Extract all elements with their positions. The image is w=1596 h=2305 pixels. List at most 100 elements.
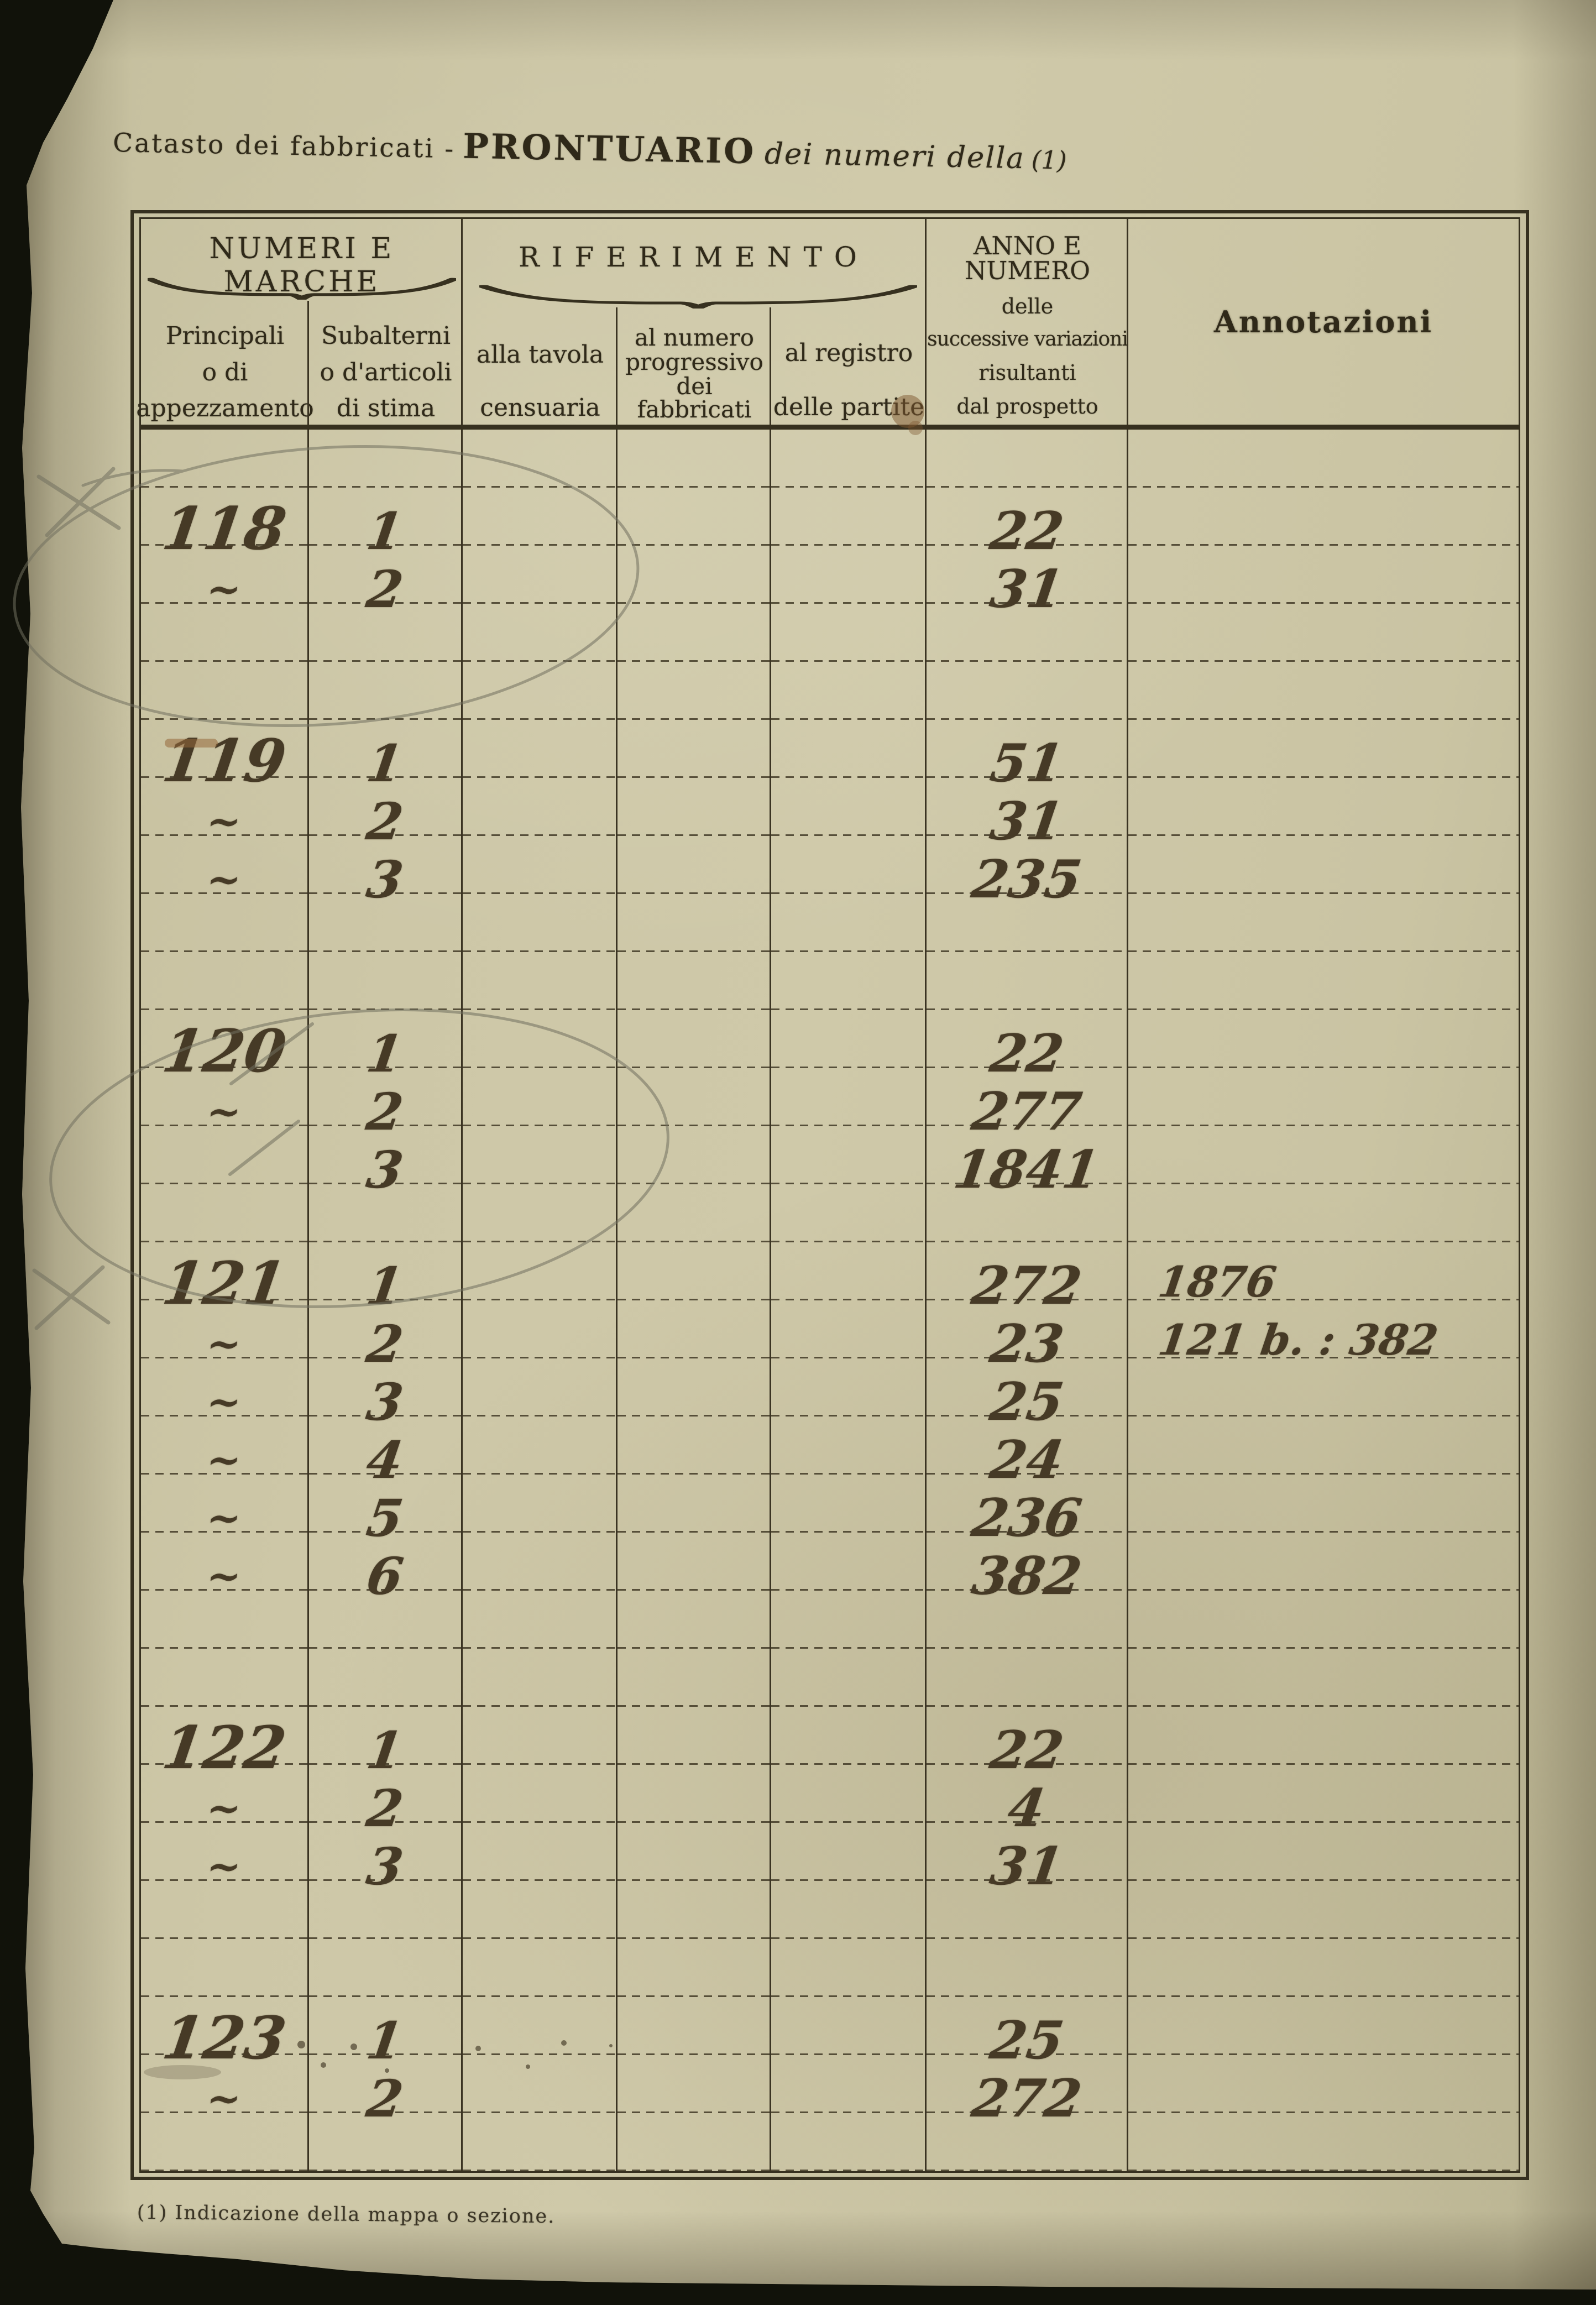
cell-registro [771,1707,927,1765]
cell-anno [927,2113,1128,2171]
cell-principale: 118 [141,488,309,563]
cell-numero [618,1997,771,2055]
handwritten-entry: 6 [363,1546,407,1607]
cell-numero [618,604,771,662]
column-divider [461,219,463,425]
cell-tavola [463,1126,618,1184]
cell-anno: 51 [927,720,1128,794]
handwritten-entry: 1 [363,2011,407,2071]
cell-anno: 22 [927,1010,1128,1084]
table-row: 119 1 51 [141,720,1519,795]
column-divider [616,307,618,425]
cell-tavola [463,430,618,488]
cell-registro [771,1533,927,1591]
cell-annotazione [1128,1417,1519,1475]
ditto-mark: ~ [203,1378,245,1426]
cell-registro [771,836,927,894]
table-row [141,1881,1519,1939]
cell-annotazione [1128,2055,1519,2113]
anno-header-line: delle [1001,294,1054,318]
cell-anno: 22 [927,1707,1128,1781]
cell-numero [618,778,771,836]
table-row [141,1649,1519,1707]
subheader-line: Subalterni [321,322,451,350]
cell-principale: ~ [141,1533,309,1600]
cell-numero [618,488,771,546]
table-header: NUMERI E MARCHE RIFERIMENTO Principali o… [136,219,1519,430]
cell-tavola [463,488,618,546]
cell-annotazione [1128,720,1519,778]
handwritten-entry: 1 [363,734,407,794]
cell-numero [618,1649,771,1707]
cell-tavola [463,1591,618,1649]
cell-registro [771,1881,927,1939]
subheader-line: dei fabbricati [637,373,752,423]
ditto-mark: ~ [203,1494,245,1542]
cell-numero [618,1300,771,1358]
cell-tavola [463,546,618,604]
handwritten-entry: 31 [986,1836,1068,1897]
cell-anno: 31 [927,546,1128,620]
cell-subalterno: 4 [309,1417,463,1490]
cell-subalterno [309,662,463,720]
handwritten-entry: 2 [363,1779,407,1839]
handwritten-entry: 272 [968,1255,1085,1316]
header-riferimento: RIFERIMENTO [519,241,869,273]
cell-anno [927,1184,1128,1242]
column-divider [1127,219,1128,425]
cell-annotazione [1128,1358,1519,1417]
cell-registro [771,488,927,546]
cell-numero [618,1417,771,1475]
handwritten-entry: 25 [986,2010,1068,2071]
cell-anno [927,604,1128,662]
handwritten-entry: 1 [363,1024,407,1084]
cell-annotazione [1128,1533,1519,1591]
cell-registro [771,1068,927,1126]
cell-registro [771,1242,927,1300]
cell-anno: 23 [927,1300,1128,1374]
subheader-line: di stima [336,394,436,422]
handwritten-entry: 121 [158,1248,291,1318]
cell-annotazione [1128,2113,1519,2171]
cell-annotazione [1128,1939,1519,1997]
cell-anno [927,1939,1128,1997]
cell-subalterno [309,2113,463,2171]
cell-anno: 25 [927,1997,1128,2071]
cell-tavola [463,1765,618,1823]
cell-annotazione [1128,836,1519,894]
title-prefix: Catasto dei fabbricati - [112,127,456,165]
cell-anno [927,430,1128,488]
anno-header-line: dal prospetto [956,394,1098,419]
handwritten-entry: 51 [986,733,1068,794]
handwritten-entry: 22 [986,500,1068,562]
table-row: ~6 382 [141,1533,1519,1607]
table-row: ~2 31 [141,778,1519,852]
cell-numero [618,1242,771,1300]
cell-registro [771,952,927,1010]
cell-anno [927,662,1128,720]
handwritten-entry: 118 [158,494,291,563]
cell-registro [771,1649,927,1707]
cell-numero [618,546,771,604]
cell-subalterno [309,952,463,1010]
cell-annotazione [1128,778,1519,836]
cell-subalterno [309,430,463,488]
cell-anno: 1841 [927,1126,1128,1200]
table-row: ~2 272 [141,2055,1519,2129]
cell-tavola [463,1475,618,1533]
cell-annotazione: 1876 [1128,1242,1519,1306]
title-main: PRONTUARIO [462,126,756,172]
subheader-line: delle partite [773,393,925,421]
cell-anno: 25 [927,1358,1128,1433]
table-row [141,894,1519,952]
cell-subalterno: 3 [309,1823,463,1896]
handwritten-entry: 123 [158,2003,291,2073]
handwritten-entry: 119 [158,726,291,796]
table-row [141,604,1519,662]
cell-tavola [463,836,618,894]
cell-anno [927,952,1128,1010]
cell-annotazione [1128,1591,1519,1649]
cell-principale: ~ [141,1417,309,1484]
cell-numero [618,662,771,720]
cell-registro [771,662,927,720]
